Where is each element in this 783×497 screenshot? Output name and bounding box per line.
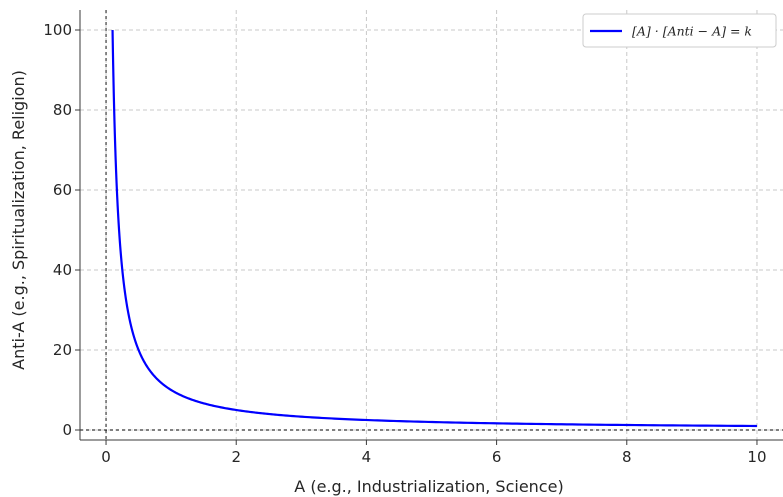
y-tick-label: 0 bbox=[62, 421, 72, 439]
x-tick-label: 2 bbox=[231, 448, 241, 466]
y-axis-label: Anti-A (e.g., Spiritualization, Religion… bbox=[9, 70, 28, 370]
y-tick-label: 80 bbox=[53, 101, 72, 119]
series-line bbox=[111, 29, 757, 428]
x-tick-label: 8 bbox=[622, 448, 632, 466]
x-tick-label: 4 bbox=[362, 448, 372, 466]
legend: [A] · [Anti − A] = k bbox=[582, 13, 777, 48]
axes bbox=[75, 10, 783, 445]
x-tick-label: 6 bbox=[492, 448, 502, 466]
y-tick-label: 60 bbox=[53, 181, 72, 199]
series-layer bbox=[111, 29, 757, 428]
zero-lines bbox=[80, 10, 783, 440]
legend-box bbox=[582, 13, 777, 48]
x-tick-label: 10 bbox=[747, 448, 766, 466]
y-tick-label: 100 bbox=[43, 21, 72, 39]
legend-label: [A] · [Anti − A] = k bbox=[632, 24, 752, 39]
y-tick-label: 20 bbox=[53, 341, 72, 359]
y-tick-label: 40 bbox=[53, 261, 72, 279]
x-axis-label: A (e.g., Industrialization, Science) bbox=[294, 477, 563, 496]
x-tick-label: 0 bbox=[101, 448, 111, 466]
grid bbox=[80, 10, 783, 440]
